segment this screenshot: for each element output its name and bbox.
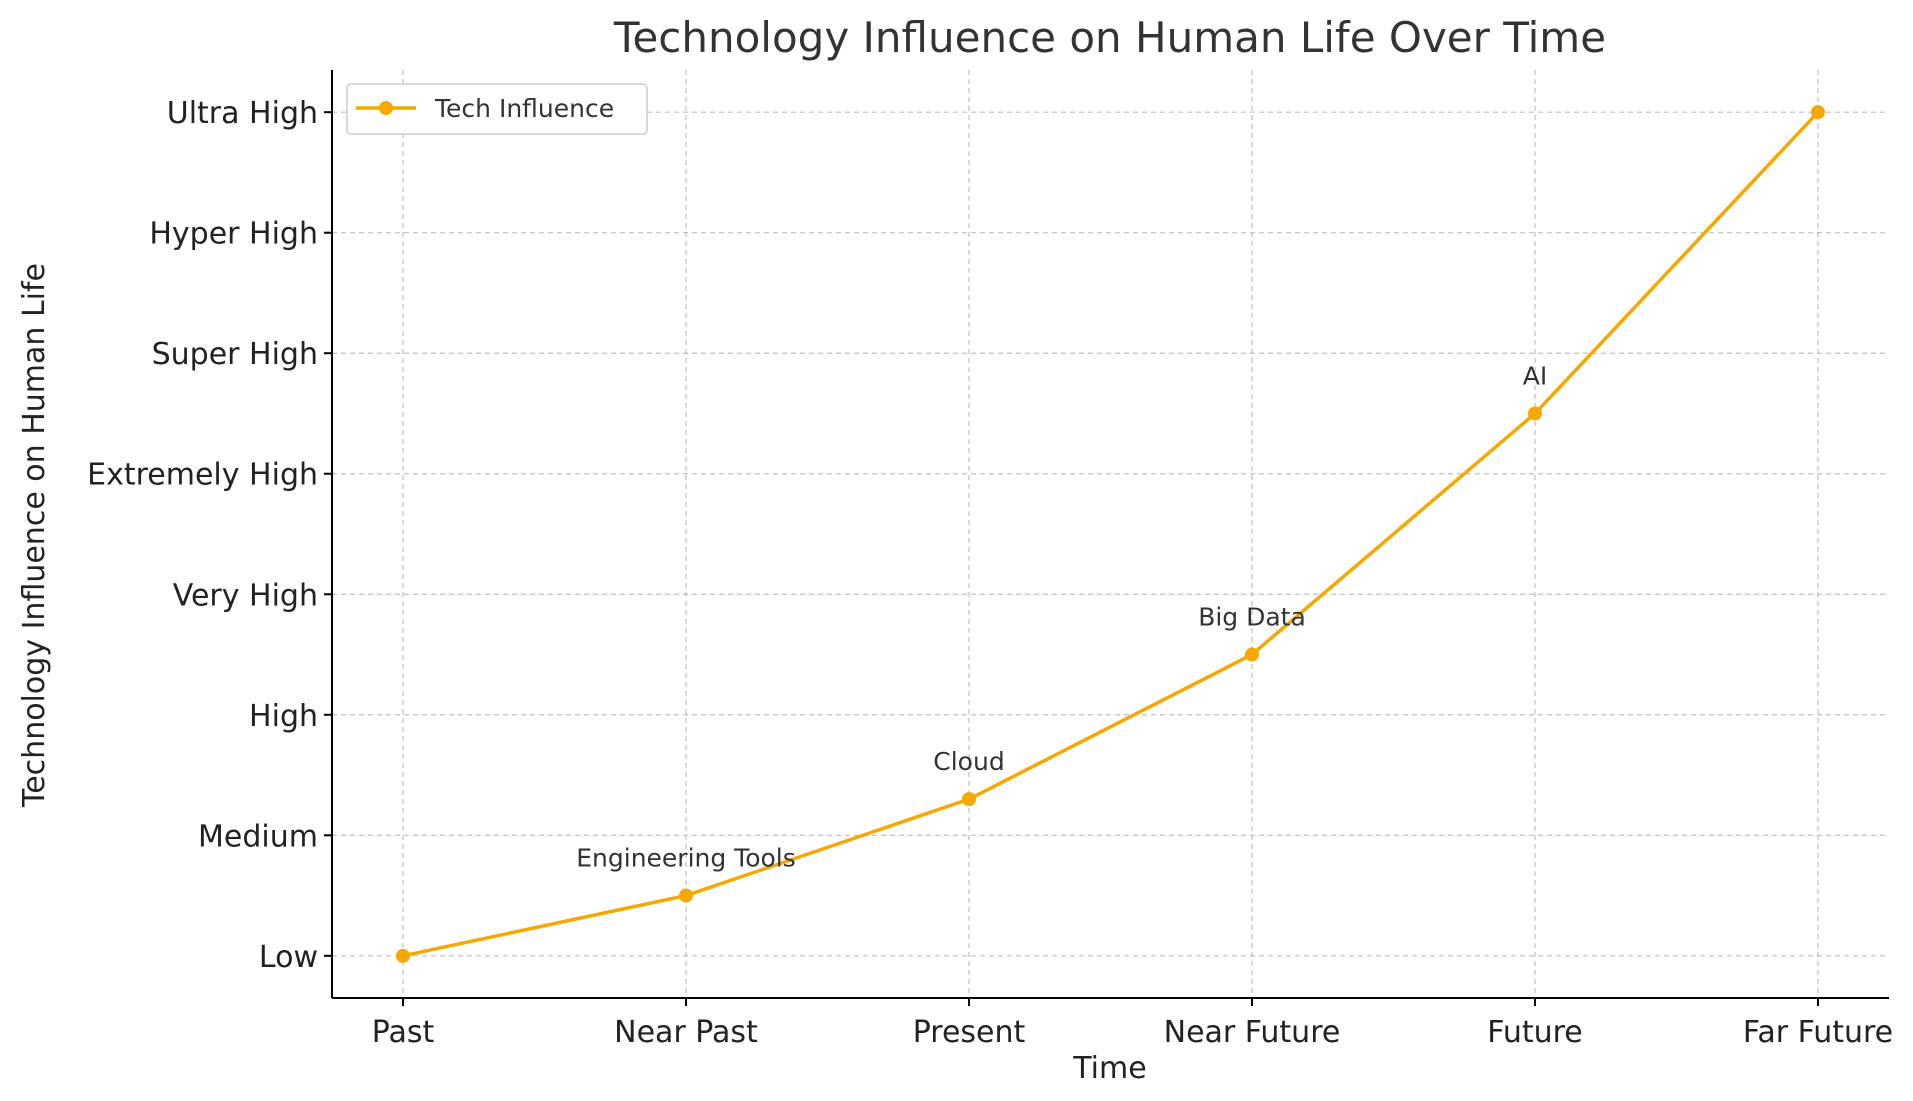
x-tick-label-near-past: Near Past bbox=[614, 1015, 758, 1050]
annotation-cloud: Cloud bbox=[933, 747, 1004, 776]
x-tick-label-near-future: Near Future bbox=[1164, 1015, 1341, 1050]
data-point-present bbox=[962, 792, 976, 807]
axes bbox=[331, 70, 1889, 999]
y-tick-label-medium: Medium bbox=[198, 819, 318, 854]
y-tick-label-very-high: Very High bbox=[173, 578, 318, 613]
annotation-engineering-tools: Engineering Tools bbox=[576, 844, 796, 873]
x-tick-label-future: Future bbox=[1487, 1015, 1583, 1050]
data-point-future bbox=[1528, 406, 1542, 421]
annotations: Engineering Tools Cloud Big Data AI bbox=[576, 361, 1547, 872]
x-tick-label-present: Present bbox=[913, 1015, 1026, 1050]
annotation-big-data: Big Data bbox=[1198, 603, 1306, 632]
y-tick-label-low: Low bbox=[259, 940, 318, 975]
legend-marker-tech-influence bbox=[379, 101, 393, 115]
legend-label-tech-influence: Tech Influence bbox=[434, 94, 614, 123]
chart-title: Technology Influence on Human Life Over … bbox=[613, 13, 1606, 62]
y-tick-label-super-high: Super High bbox=[152, 337, 318, 372]
x-tick-label-far-future: Far Future bbox=[1743, 1015, 1893, 1050]
legend: Tech Influence bbox=[346, 83, 648, 135]
annotation-ai: AI bbox=[1523, 361, 1547, 390]
ticks: Past Near Past Present Near Future Future Far… bbox=[87, 96, 1893, 1050]
y-tick-label-hyper-high: Hyper High bbox=[149, 217, 318, 252]
series-line-tech-influence bbox=[402, 110, 1820, 958]
y-tick-label-extremely-high: Extremely High bbox=[87, 458, 318, 493]
grid bbox=[332, 70, 1889, 998]
data-point-near-past bbox=[679, 888, 693, 903]
x-tick-label-past: Past bbox=[372, 1015, 435, 1050]
data-point-past bbox=[396, 948, 410, 963]
data-point-near-future bbox=[1245, 647, 1259, 662]
x-axis-title: Time bbox=[1072, 1051, 1146, 1086]
legend-box bbox=[346, 83, 648, 135]
y-tick-label-high: High bbox=[249, 699, 318, 734]
y-tick-label-ultra-high: Ultra High bbox=[167, 96, 318, 131]
data-point-far-future bbox=[1811, 105, 1825, 120]
y-axis-title: Technology Influence on Human Life bbox=[17, 263, 52, 808]
series-tech-influence bbox=[396, 105, 1825, 963]
